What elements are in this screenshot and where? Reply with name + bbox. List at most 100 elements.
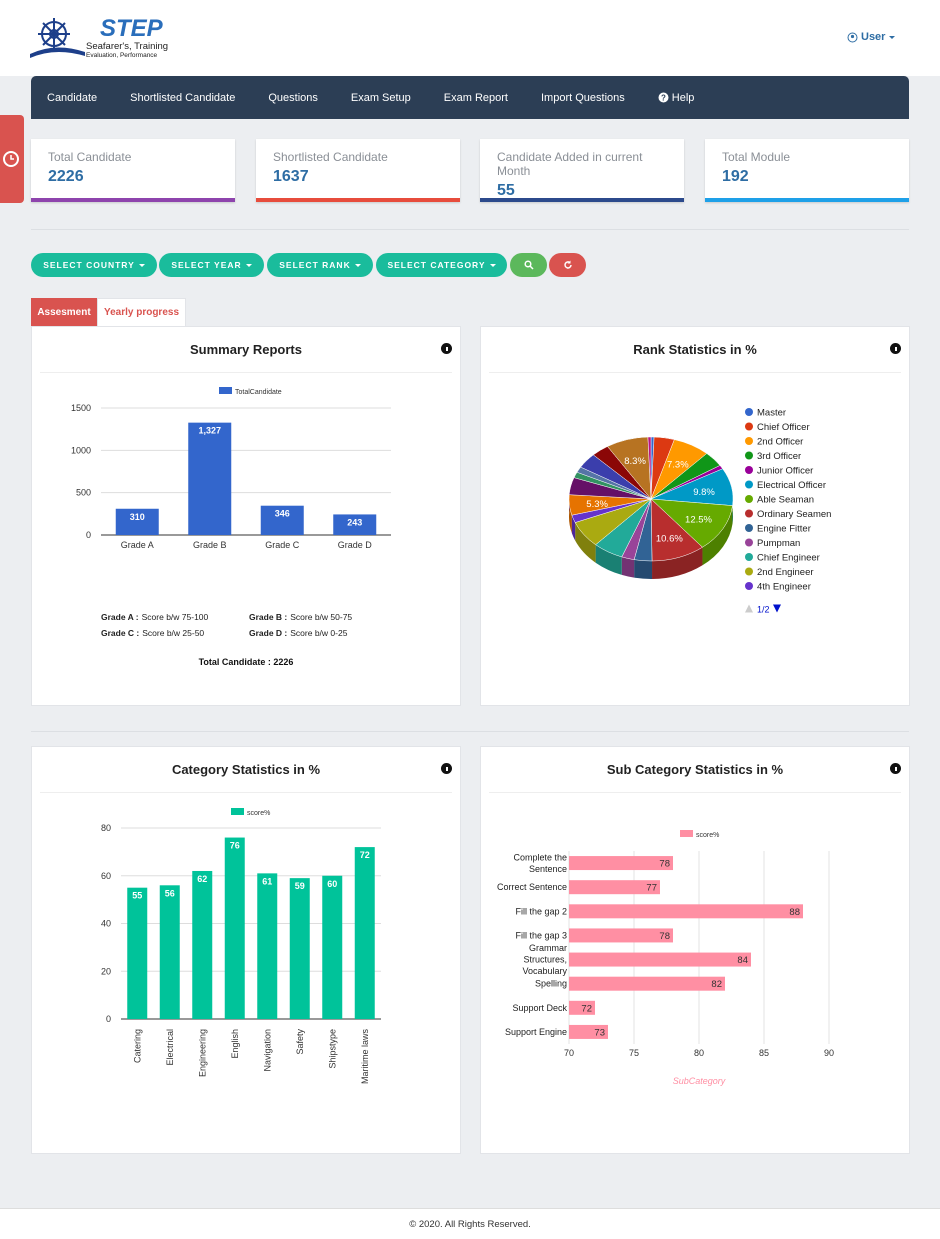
data-label: 346 [275,509,290,519]
legend-label: Electrical Officer [757,480,826,491]
x-tick-label: 85 [759,1048,769,1058]
tab[interactable]: Yearly progress [97,298,186,326]
legend-page: 1/2 [757,605,770,615]
side-tab[interactable] [0,115,24,203]
legend-label: score% [696,832,719,839]
bar [224,837,245,1019]
user-menu[interactable]: User [847,31,896,43]
filter-button[interactable]: SELECT CATEGORY [376,253,507,277]
x-tick-label: Maritime laws [360,1029,370,1085]
stat-value: 2226 [48,168,84,185]
divider [31,731,909,732]
grade-note: Grade C : Score b/w 25-50 [101,628,204,638]
nav-item[interactable]: Import Questions [541,92,625,104]
data-label: 78 [659,931,670,942]
nav-item[interactable]: Questions [268,92,318,104]
bar [569,1000,595,1015]
title-rule [40,792,452,793]
legend-label: Chief Engineer [757,553,820,564]
legend-label: 2nd Officer [757,437,803,448]
header: STEP Seafarer's, Training Evaluation, Pe… [0,0,940,76]
chart-panel: score% 70 75 80 85 90 78 Complete the Sentence 77… [480,746,910,1154]
grade-note: Grade D : Score b/w 0-25 [249,628,347,638]
filter-label: SELECT CATEGORY [387,260,486,270]
stat-value: 192 [722,168,749,185]
bar [159,885,180,1019]
data-label: 72 [581,1003,592,1014]
nav-item[interactable]: Shortlisted Candidate [130,92,235,104]
reset-button[interactable] [549,253,586,277]
grade-note-label: Grade C : [101,628,140,638]
grade-note-label: Grade D : [249,628,288,638]
grade-note-text: Score b/w 50-75 [290,612,353,622]
legend-swatch [745,567,753,576]
nav-label: Import Questions [541,91,625,104]
search-button[interactable] [510,253,547,277]
stat-label: Shortlisted Candidate [273,150,388,164]
x-tick-label: Catering [132,1029,142,1063]
info-icon[interactable] [890,763,901,774]
data-label: 84 [737,955,748,966]
info-icon[interactable] [441,343,452,354]
nav-item[interactable]: Exam Report [444,92,508,104]
nav-label: Questions [268,91,318,104]
data-label: 78 [659,859,670,870]
info-icon[interactable] [441,763,452,774]
bar [569,856,673,871]
nav-item[interactable]: Exam Setup [351,92,411,104]
tab-active[interactable]: Assesment [31,298,97,326]
data-label: 60 [327,879,337,889]
x-tick-label: 80 [694,1048,704,1058]
stat-value: 1637 [273,168,309,185]
stat-card: Shortlisted Candidate 1637 [256,139,460,202]
footer: © 2020. All Rights Reserved. [0,1208,940,1239]
x-tick-label: Grade C [265,540,300,550]
nav-item[interactable]: ? Help [658,92,694,104]
x-tick-label: Grade D [338,540,373,550]
title-rule [489,792,901,793]
filter-button[interactable]: SELECT RANK [267,253,373,277]
legend-next[interactable] [773,604,781,613]
x-axis-label: SubCategory [673,1076,726,1086]
bar [569,928,673,943]
legend-label: 3rd Officer [757,451,801,462]
info-icon[interactable] [890,343,901,354]
x-tick-label: 90 [824,1048,834,1058]
filter-button[interactable]: SELECT YEAR [159,253,264,277]
logo-title: STEP [100,15,164,42]
nav-label: Exam Setup [350,91,411,104]
y-tick-label: 20 [101,966,111,976]
y-tick-label: Support Engine [505,1027,567,1037]
x-tick-label: 70 [564,1048,574,1058]
user-label: User [861,31,886,43]
stat-card: Candidate Added in current Month 55 [480,139,684,202]
bar [569,880,660,895]
bar [115,508,159,535]
legend-prev[interactable] [745,604,753,613]
filter-button[interactable]: SELECT COUNTRY [31,253,157,277]
nav-label: Shortlisted Candidate [130,91,236,104]
legend-swatch [745,553,753,561]
x-tick-label: Safety [295,1029,305,1055]
logo-subtitle: Seafarer's, Training [86,41,168,52]
stat-label: Candidate Added in current Month [497,150,643,178]
bar [569,1024,608,1039]
filter-label: SELECT RANK [279,260,351,270]
grade-note-text: Score b/w 75-100 [141,612,209,622]
bar [569,904,803,919]
y-tick-label: Fill the gap 2 [515,906,567,916]
chart-panel: score% 0 20 40 60 80 55 Catering 56 Electrical 62 E… [31,746,461,1154]
bar [127,887,148,1019]
pie-slice [650,498,733,548]
legend-label: Master [757,408,786,419]
x-tick-label: Grade A [121,540,154,550]
grade-note-text: Score b/w 25-50 [142,628,205,638]
logo-tagline: Evaluation, Performance [86,52,158,59]
chart-title: Summary Reports [190,342,302,357]
nav-item[interactable]: Candidate [47,92,97,104]
svg-text:?: ? [661,94,666,103]
caret [138,263,145,267]
bar [333,514,377,535]
legend-swatch [745,524,753,532]
